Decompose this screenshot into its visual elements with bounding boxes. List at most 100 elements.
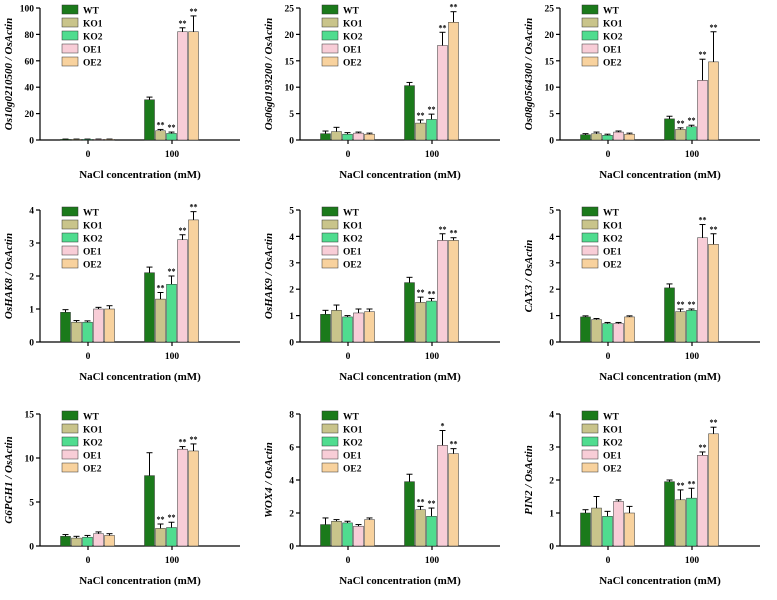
- legend-swatch-KO2: [321, 30, 339, 41]
- legend-swatch-KO1: [581, 219, 599, 230]
- significance-label: **: [450, 229, 458, 238]
- bar-WT-100: [664, 481, 675, 547]
- bar-OE1-0: [613, 323, 624, 343]
- y-tick-label: 1: [549, 312, 554, 322]
- y-tick-label: 5: [549, 110, 554, 120]
- legend-label: KO2: [343, 235, 363, 245]
- bar-OE2-0: [104, 535, 115, 547]
- y-axis-title: OsHAK9 / OsActin: [263, 233, 275, 319]
- bar-KO2-100: [166, 284, 177, 343]
- legend-label: OE1: [343, 452, 362, 462]
- bar-OE2-100: [708, 433, 719, 547]
- y-tick-label: 8: [289, 411, 294, 421]
- bar-KO1-100: [155, 298, 166, 343]
- y-tick-label: 40: [25, 84, 35, 94]
- significance-label: **: [168, 513, 176, 522]
- significance-label: **: [450, 3, 458, 12]
- bar-WT-0: [320, 314, 331, 343]
- significance-label: **: [688, 479, 696, 488]
- legend-label: KO2: [83, 439, 103, 449]
- legend-label: OE2: [603, 261, 622, 271]
- y-tick-label: 2: [289, 510, 294, 520]
- legend-label: OE2: [83, 59, 102, 69]
- y-tick-label: 10: [285, 84, 295, 94]
- legend-label: WT: [603, 413, 620, 423]
- legend-swatch-WT: [581, 206, 599, 217]
- bar-KO2-100: [686, 126, 697, 141]
- bar-OE2-100: [448, 240, 459, 343]
- legend-swatch-KO1: [321, 17, 339, 28]
- bar-WT-0: [320, 133, 331, 141]
- bar-KO2-100: [686, 497, 697, 547]
- bar-OE2-100: [448, 22, 459, 141]
- legend-label: WT: [343, 413, 360, 423]
- significance-label: **: [710, 418, 718, 427]
- legend-swatch-KO1: [581, 423, 599, 434]
- legend-label: OE1: [83, 452, 102, 462]
- legend-swatch-KO2: [321, 436, 339, 447]
- y-tick-label: 0: [29, 137, 34, 147]
- significance-label: **: [710, 225, 718, 234]
- bar-KO2-100: [166, 133, 177, 141]
- bar-KO1-100: [675, 499, 686, 547]
- bar-OE2-100: [188, 450, 199, 547]
- y-tick-label: 2: [29, 273, 34, 283]
- bar-WT-0: [580, 512, 591, 547]
- bar-OE2-0: [364, 133, 375, 141]
- bar-OE1-0: [613, 501, 624, 547]
- legend-swatch-OE2: [581, 462, 599, 473]
- significance-label: **: [157, 120, 165, 129]
- x-axis-title: NaCl concentration (mM): [79, 575, 201, 587]
- y-tick-label: 0: [29, 339, 34, 349]
- bar-KO1-0: [591, 133, 602, 141]
- bar-KO2-100: [426, 516, 437, 547]
- legend-swatch-OE1: [321, 245, 339, 256]
- significance-label: **: [428, 499, 436, 508]
- legend-label: KO1: [343, 20, 363, 30]
- significance-label: **: [699, 443, 707, 452]
- legend-swatch-WT: [321, 4, 339, 15]
- significance-label: **: [157, 284, 165, 293]
- y-tick-label: 15: [285, 57, 295, 67]
- bar-WT-100: [404, 282, 415, 343]
- bar-KO2-0: [82, 536, 93, 547]
- y-axis-title: OsHAK8 / OsActin: [3, 233, 15, 319]
- significance-label: **: [179, 438, 187, 447]
- legend-label: KO2: [83, 33, 103, 43]
- legend-swatch-KO1: [321, 219, 339, 230]
- y-tick-label: 20: [25, 110, 35, 120]
- bar-KO1-0: [331, 521, 342, 547]
- bar-KO1-0: [71, 321, 82, 343]
- bar-KO1-100: [675, 129, 686, 141]
- legend-label: KO2: [603, 439, 623, 449]
- legend-label: WT: [343, 209, 360, 219]
- bar-OE1-0: [353, 525, 364, 547]
- legend-label: OE2: [343, 465, 362, 475]
- y-tick-label: 100: [20, 5, 35, 15]
- x-tick-label: 100: [685, 556, 700, 566]
- bar-WT-0: [60, 312, 71, 343]
- bar-KO1-100: [675, 311, 686, 343]
- bar-OE2-0: [364, 311, 375, 343]
- x-axis-title: NaCl concentration (mM): [339, 575, 461, 587]
- legend-label: WT: [83, 7, 100, 17]
- legend-swatch-OE2: [581, 56, 599, 67]
- x-tick-label: 0: [86, 556, 91, 566]
- significance-label: **: [417, 288, 425, 297]
- legend-label: KO1: [83, 426, 103, 436]
- bar-OE2-0: [624, 512, 635, 547]
- legend-swatch-OE2: [61, 56, 79, 67]
- bar-WT-100: [664, 118, 675, 141]
- legend-label: KO1: [603, 20, 623, 30]
- bar-KO2-100: [686, 310, 697, 343]
- legend-swatch-KO1: [61, 423, 79, 434]
- y-axis-title: PIN2 / OsActin: [523, 445, 535, 515]
- x-axis-title: NaCl concentration (mM): [339, 169, 461, 181]
- x-tick-label: 0: [346, 352, 351, 362]
- significance-label: **: [157, 515, 165, 524]
- x-tick-label: 100: [425, 150, 440, 160]
- y-tick-label: 2: [289, 286, 294, 296]
